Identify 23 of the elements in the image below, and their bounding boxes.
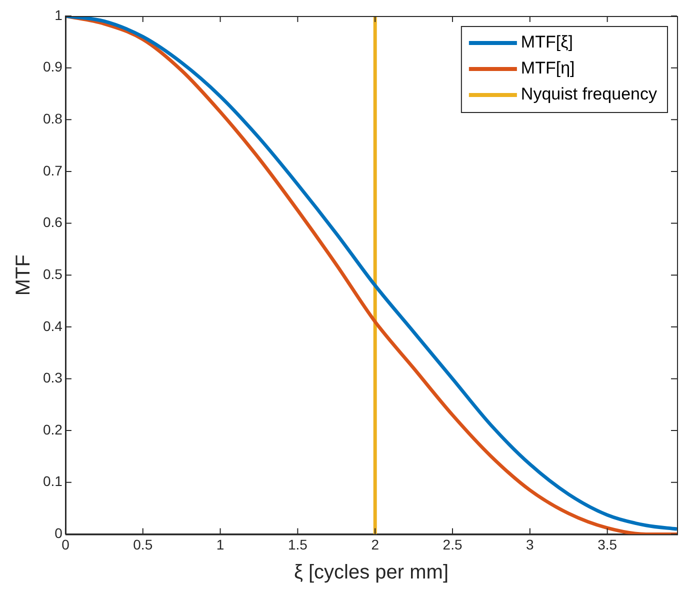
x-axis-title: ξ [cycles per mm] [294,562,448,584]
legend-label: MTF[ξ] [520,32,573,52]
y-tick-label: 0.7 [42,162,63,178]
y-tick-label: 0.6 [42,214,63,230]
y-tick-label: 0.4 [42,318,63,334]
y-axis-title: MTF [12,254,35,296]
x-tick-label: 2 [371,536,380,552]
x-tick-label: 3.5 [598,536,618,552]
x-tick-label: 1.5 [288,536,308,552]
y-tick-label: 0.9 [42,58,63,75]
y-tick-label: 0.2 [42,421,63,438]
legend-label: MTF[η] [520,58,575,78]
x-tick-label: 1 [216,536,224,552]
y-tick-label: 0 [54,525,63,542]
legend-label: Nyquist frequency [520,84,658,104]
y-tick-label: 0.1 [42,473,63,490]
x-tick-label: 3 [526,536,534,552]
x-tick-label: 0.5 [133,536,153,552]
y-tick-label: 0.8 [42,110,63,126]
x-tick-label: 2.5 [442,536,462,552]
y-tick-label: 0.5 [42,266,63,282]
y-tick-label: 1 [54,6,63,23]
y-tick-label: 0.3 [42,370,63,386]
